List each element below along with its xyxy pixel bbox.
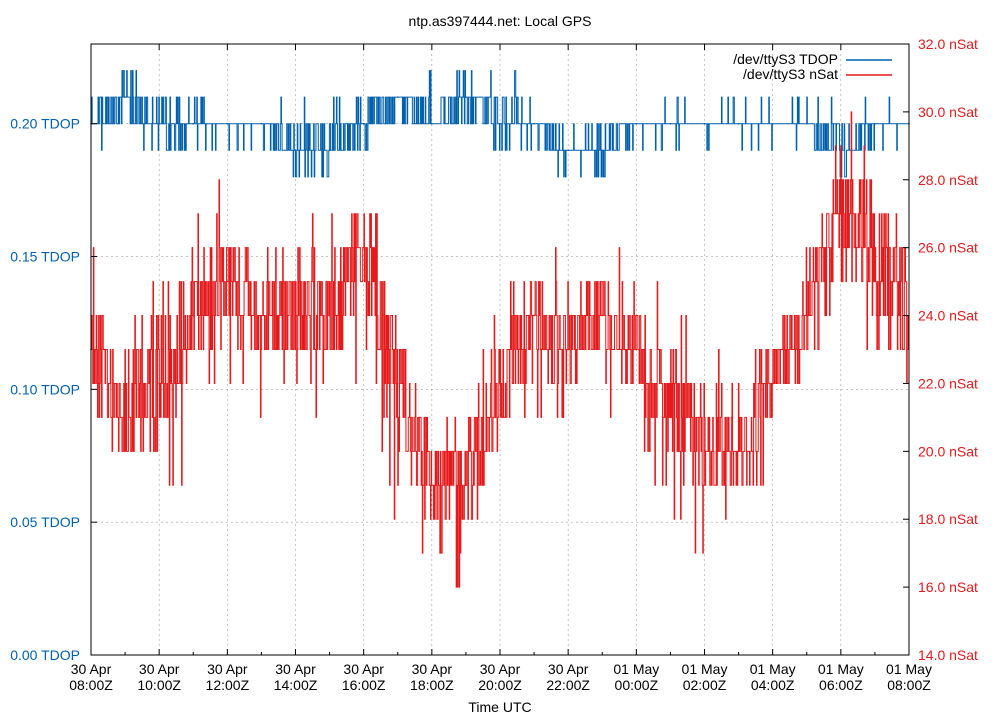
- data-point-tdop: [635, 122, 638, 125]
- legend: /dev/ttyS3 TDOP /dev/ttyS3 nSat: [733, 51, 892, 82]
- y-left-tick-label: 0.20 TDOP: [10, 116, 80, 132]
- data-point-nsat: [260, 314, 263, 317]
- y-right-tick-label: 22.0 nSat: [918, 375, 978, 391]
- data-point-nsat: [874, 246, 876, 249]
- data-point-nsat: [669, 416, 672, 419]
- data-point-nsat: [396, 382, 399, 385]
- data-point-nsat: [465, 484, 467, 487]
- data-point-tdop: [703, 122, 706, 125]
- y-right-tick-label: 18.0 nSat: [918, 511, 978, 527]
- x-tick-label-time: 22:00Z: [546, 677, 590, 693]
- y-right-tick-label: 26.0 nSat: [918, 240, 978, 256]
- y-right-tick-label: 14.0 nSat: [918, 647, 978, 663]
- y-right-tick-label: 24.0 nSat: [918, 308, 978, 324]
- data-point-nsat: [362, 246, 365, 249]
- data-point-tdop: [465, 96, 467, 98]
- data-point-tdop: [328, 149, 331, 152]
- data-point-nsat: [294, 314, 297, 317]
- y-left-tick-label: 0.00 TDOP: [10, 647, 80, 663]
- y-right-tick-label: 16.0 nSat: [918, 579, 978, 595]
- x-tick-label-date: 30 Apr: [71, 661, 112, 677]
- data-point-tdop: [431, 122, 433, 125]
- x-tick-label-date: 01 May: [886, 661, 932, 677]
- x-tick-label-time: 06:00Z: [819, 677, 863, 693]
- data-point-nsat: [124, 416, 126, 419]
- data-point-nsat: [840, 212, 842, 215]
- data-point-tdop: [669, 122, 672, 125]
- series-layer: [90, 70, 910, 588]
- x-tick-label-time: 20:00Z: [478, 677, 522, 693]
- x-axis-label: Time UTC: [468, 699, 531, 715]
- x-tick-label-time: 08:00Z: [887, 677, 931, 693]
- y-right-tick-label: 32.0 nSat: [918, 36, 978, 52]
- data-point-nsat: [805, 314, 808, 317]
- legend-label-nsat: /dev/ttyS3 nSat: [743, 66, 838, 82]
- series-line-tdop: [91, 70, 909, 178]
- x-tick-label-date: 30 Apr: [343, 661, 384, 677]
- y-right-tick-label: 28.0 nSat: [918, 172, 978, 188]
- x-tick-label-date: 01 May: [818, 661, 864, 677]
- data-point-tdop: [362, 122, 365, 125]
- data-point-nsat: [601, 314, 604, 317]
- data-point-tdop: [294, 149, 297, 152]
- x-tick-label-date: 30 Apr: [412, 661, 453, 677]
- x-tick-label-date: 30 Apr: [275, 661, 316, 677]
- data-point-tdop: [601, 149, 604, 152]
- x-tick-label-time: 00:00Z: [615, 677, 659, 693]
- x-tick-label-time: 02:00Z: [683, 677, 727, 693]
- data-point-tdop: [499, 122, 501, 125]
- data-point-tdop: [805, 122, 808, 125]
- data-point-nsat: [226, 280, 229, 283]
- x-tick-label-date: 01 May: [613, 661, 659, 677]
- data-point-nsat: [192, 314, 195, 317]
- x-tick-label-time: 04:00Z: [751, 677, 795, 693]
- y-left-tick-label: 0.05 TDOP: [10, 514, 80, 530]
- data-point-nsat: [533, 314, 535, 317]
- x-tick-label-time: 16:00Z: [342, 677, 386, 693]
- data-point-nsat: [431, 484, 433, 487]
- x-tick-label-time: 18:00Z: [410, 677, 454, 693]
- data-point-nsat: [158, 382, 160, 385]
- x-tick-label-time: 10:00Z: [137, 677, 181, 693]
- chart-title: ntp.as397444.net: Local GPS: [409, 13, 592, 29]
- data-point-tdop: [874, 122, 876, 125]
- data-point-nsat: [328, 314, 331, 317]
- data-point-nsat: [567, 348, 569, 351]
- x-tick-label-date: 30 Apr: [480, 661, 521, 677]
- data-point-tdop: [567, 149, 569, 152]
- data-point-nsat: [703, 450, 706, 453]
- data-point-tdop: [226, 122, 229, 125]
- x-tick-label-date: 30 Apr: [548, 661, 589, 677]
- data-point-tdop: [158, 122, 160, 125]
- data-point-tdop: [260, 122, 263, 125]
- x-tick-label-time: 08:00Z: [69, 677, 113, 693]
- legend-label-tdop: /dev/ttyS3 TDOP: [733, 51, 838, 67]
- x-tick-label-date: 30 Apr: [207, 661, 248, 677]
- data-point-tdop: [771, 122, 774, 125]
- y-left-tick-label: 0.10 TDOP: [10, 381, 80, 397]
- data-point-tdop: [396, 96, 399, 98]
- data-point-tdop: [533, 122, 535, 125]
- x-tick-label-date: 01 May: [682, 661, 728, 677]
- y-right-tick-label: 20.0 nSat: [918, 443, 978, 459]
- y-left-tick-label: 0.15 TDOP: [10, 249, 80, 265]
- series-line-nsat: [91, 111, 910, 588]
- data-point-nsat: [771, 382, 774, 385]
- data-point-tdop: [192, 122, 195, 125]
- data-point-nsat: [499, 382, 501, 385]
- x-tick-label-time: 14:00Z: [274, 677, 318, 693]
- data-point-tdop: [124, 96, 126, 98]
- y-right-tick-label: 30.0 nSat: [918, 104, 978, 120]
- data-point-tdop: [737, 122, 740, 125]
- data-point-nsat: [737, 450, 740, 453]
- x-tick-label-date: 01 May: [750, 661, 796, 677]
- data-point-nsat: [635, 348, 638, 351]
- x-tick-label-date: 30 Apr: [139, 661, 180, 677]
- x-tick-label-time: 12:00Z: [206, 677, 250, 693]
